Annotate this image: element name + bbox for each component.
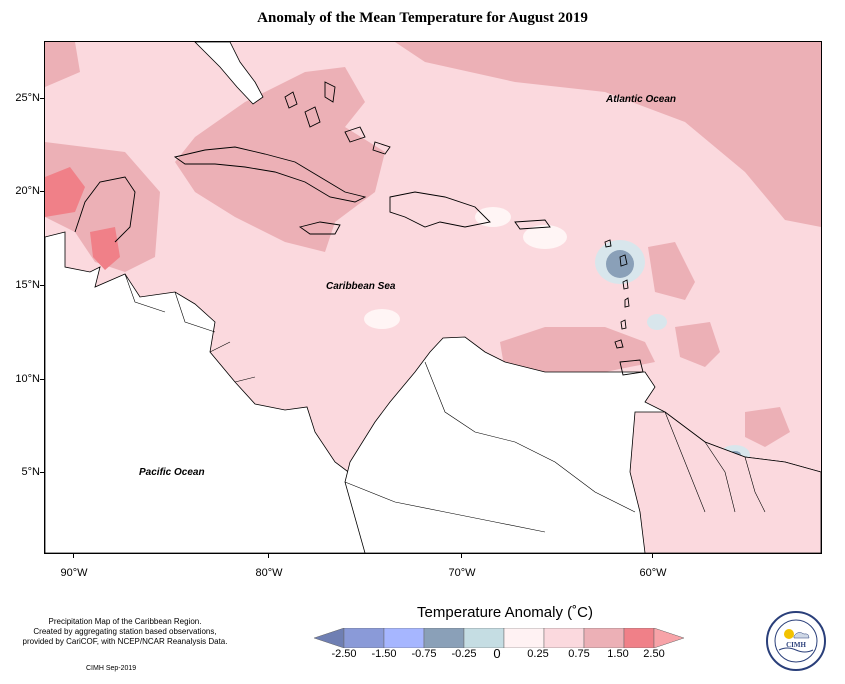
lon-tick xyxy=(73,553,74,558)
credits-line-1: Precipitation Map of the Caribbean Regio… xyxy=(48,617,202,626)
guiana-pink xyxy=(629,411,821,553)
lat-tick xyxy=(40,379,44,380)
legend-swatch xyxy=(653,628,684,648)
lat-label-5n: 5°N xyxy=(21,466,40,478)
borders xyxy=(124,273,766,533)
logo-text: CIMH xyxy=(786,641,806,649)
legend-label: -1.50 xyxy=(371,648,397,660)
islands xyxy=(74,81,644,376)
map-title: Anomaly of the Mean Temperature for Augu… xyxy=(257,10,588,26)
label-atlantic-ocean: Atlantic Ocean xyxy=(606,94,677,105)
legend-label: 1.50 xyxy=(607,648,629,660)
lat-tick xyxy=(40,191,44,192)
credits-line-3: provided by CariCOF, with NCEP/NCAR Rean… xyxy=(22,637,228,646)
lat-label-15n: 15°N xyxy=(15,279,40,291)
legend-swatch xyxy=(623,628,655,648)
lon-label-90w: 90°W xyxy=(60,567,88,579)
legend-swatch xyxy=(383,628,425,648)
legend-swatch xyxy=(543,628,585,648)
legend-title: Temperature Anomaly (˚C) xyxy=(417,604,593,621)
legend-swatch xyxy=(314,628,345,648)
anomaly-patches-low xyxy=(364,207,750,465)
lon-tick xyxy=(461,553,462,558)
legend-swatch xyxy=(503,628,545,648)
anomaly-map xyxy=(44,41,822,554)
legend-swatch xyxy=(583,628,625,648)
legend-label: 0.75 xyxy=(568,648,590,660)
lat-tick xyxy=(40,98,44,99)
map-canvas xyxy=(45,42,821,553)
lon-label-70w: 70°W xyxy=(448,567,476,579)
credits: Precipitation Map of the Caribbean Regio… xyxy=(6,617,244,647)
label-pacific-ocean: Pacific Ocean xyxy=(139,467,205,478)
legend-label: -0.25 xyxy=(451,648,477,660)
lat-tick xyxy=(40,285,44,286)
lon-tick xyxy=(652,553,653,558)
anomaly-patches-high xyxy=(45,42,821,526)
legend-label: 0 xyxy=(493,646,501,661)
lat-label-25n: 25°N xyxy=(15,92,40,104)
legend-color-bar xyxy=(314,628,684,648)
label-caribbean-sea: Caribbean Sea xyxy=(326,281,396,292)
lat-label-10n: 10°N xyxy=(15,373,40,385)
legend-label: 0.25 xyxy=(527,648,549,660)
florida xyxy=(194,42,264,105)
legend-label: -0.75 xyxy=(411,648,437,660)
legend-label: -2.50 xyxy=(331,648,357,660)
legend-swatch xyxy=(343,628,385,648)
legend-label: 2.50 xyxy=(643,648,665,660)
lon-tick xyxy=(268,553,269,558)
lat-tick xyxy=(40,472,44,473)
credits-stamp: CIMH Sep-2019 xyxy=(86,665,137,672)
legend-swatch xyxy=(423,628,465,648)
credits-line-2: Created by aggregating station based obs… xyxy=(33,627,217,636)
cimh-logo-icon: CIMH xyxy=(766,611,826,671)
lat-label-20n: 20°N xyxy=(15,185,40,197)
lon-label-80w: 80°W xyxy=(255,567,283,579)
anomaly-patches-very-high xyxy=(45,167,120,270)
lon-label-60w: 60°W xyxy=(639,567,667,579)
legend-swatch xyxy=(463,628,505,648)
